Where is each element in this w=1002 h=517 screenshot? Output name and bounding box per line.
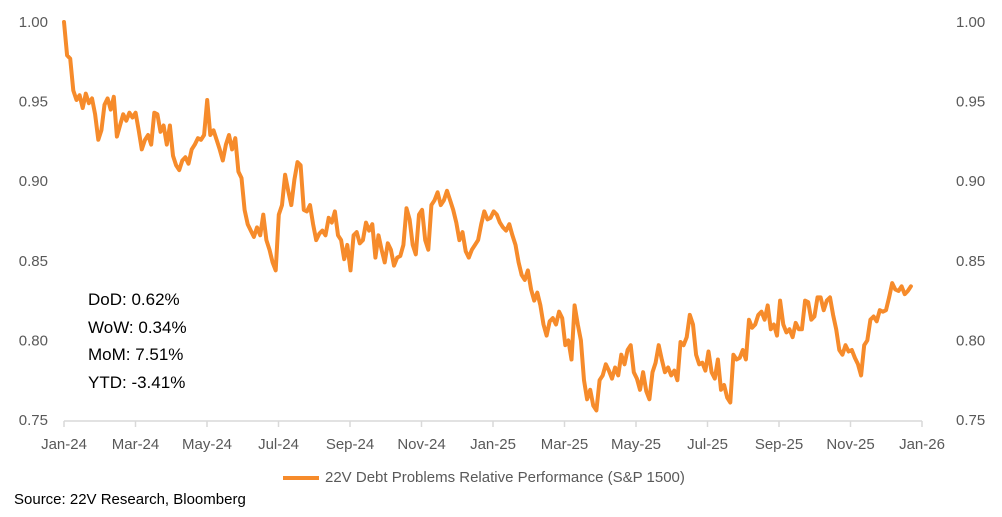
x-tick-label: Jan-24 — [41, 436, 87, 453]
y-tick-label-left: 0.95 — [19, 94, 48, 111]
stat-wow: WoW: 0.34% — [88, 317, 187, 337]
x-tick-label: May-24 — [182, 436, 232, 453]
x-tick-label: Nov-25 — [826, 436, 874, 453]
x-tick-label: Mar-24 — [112, 436, 160, 453]
stat-ytd: YTD: -3.41% — [88, 372, 186, 392]
x-tick-label: May-25 — [611, 436, 661, 453]
y-tick-label-left: 0.75 — [19, 412, 48, 429]
y-tick-label-left: 0.90 — [19, 173, 48, 190]
x-tick-label: Jan-25 — [470, 436, 516, 453]
y-tick-label-left: 0.80 — [19, 332, 48, 349]
legend: 22V Debt Problems Relative Performance (… — [283, 469, 685, 486]
x-tick-label: Sep-24 — [326, 436, 374, 453]
x-tick-label: Jul-25 — [687, 436, 728, 453]
x-tick-label: Nov-24 — [397, 436, 445, 453]
stat-mom: MoM: 7.51% — [88, 345, 184, 364]
y-tick-label-right: 0.85 — [956, 253, 985, 270]
y-tick-label-right: 0.90 — [956, 173, 985, 190]
series-line — [62, 20, 913, 413]
x-tick-label: Mar-25 — [541, 436, 589, 453]
y-tick-label-left: 1.00 — [19, 14, 48, 31]
legend-swatch — [283, 475, 319, 480]
y-tick-label-right: 0.75 — [956, 412, 985, 429]
stat-dod: DoD: 0.62% — [88, 290, 180, 309]
y-tick-label-right: 0.80 — [956, 332, 985, 349]
y-tick-label-right: 0.95 — [956, 94, 985, 111]
legend-label: 22V Debt Problems Relative Performance (… — [325, 469, 685, 486]
y-tick-label-left: 0.85 — [19, 253, 48, 270]
source-note: Source: 22V Research, Bloomberg — [14, 491, 246, 508]
x-tick-label: Sep-25 — [755, 436, 803, 453]
x-tick-label: Jan-26 — [899, 436, 945, 453]
x-tick-label: Jul-24 — [258, 436, 299, 453]
stats-box: DoD: 0.62% WoW: 0.34% MoM: 7.51% YTD: -3… — [88, 286, 187, 396]
y-tick-label-right: 1.00 — [956, 14, 985, 31]
